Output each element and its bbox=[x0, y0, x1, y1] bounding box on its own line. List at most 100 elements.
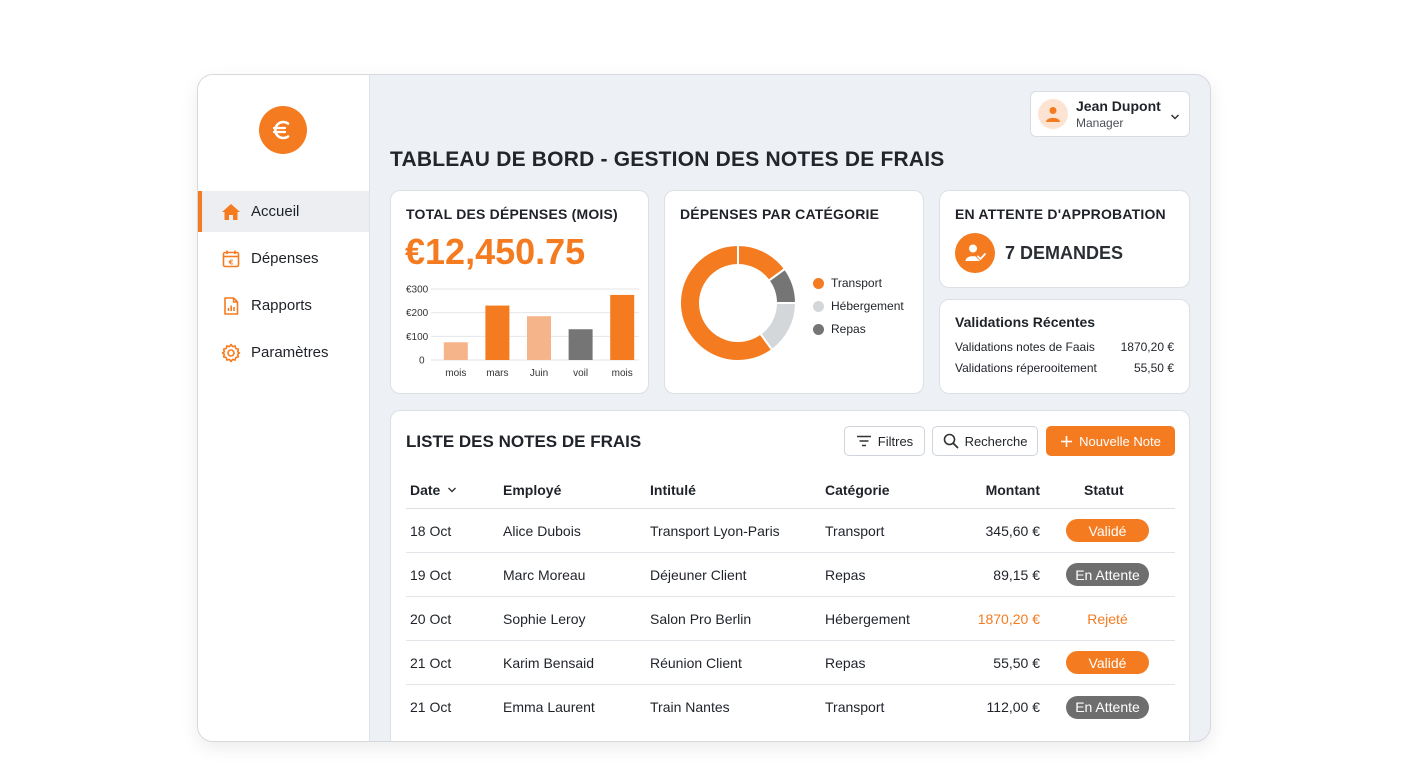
user-menu[interactable]: Jean Dupont Manager bbox=[1030, 91, 1190, 137]
y-tick-label: €200 bbox=[406, 308, 429, 319]
legend-dot bbox=[813, 300, 824, 312]
sidebar-item-label: Paramètres bbox=[251, 344, 329, 361]
cell-status: Validé bbox=[1040, 651, 1175, 674]
total-value: €12,450.75 bbox=[405, 231, 586, 272]
cell-date: 18 Oct bbox=[410, 522, 452, 539]
table-row[interactable]: 21 Oct Karim Bensaid Réunion Client Repas 55… bbox=[406, 641, 1175, 685]
cell-status: En Attente bbox=[1040, 695, 1175, 719]
cell-title: Train Nantes bbox=[650, 699, 730, 715]
user-role: Manager bbox=[1076, 116, 1124, 130]
cell-category: Transport bbox=[825, 699, 885, 715]
user-name: Jean Dupont bbox=[1076, 98, 1161, 114]
col-header-title[interactable]: Intitulé bbox=[650, 481, 696, 498]
recent-row-amount: 55,50 € bbox=[1133, 361, 1174, 375]
sidebar-item-label: Dépenses bbox=[251, 250, 319, 267]
x-tick-label: voil bbox=[573, 368, 588, 379]
cell-amount: 89,15 € bbox=[993, 566, 1040, 583]
table-body: 18 Oct Alice Dubois Transport Lyon-Paris Tr… bbox=[406, 509, 1175, 729]
cell-date: 19 Oct bbox=[410, 566, 452, 583]
sidebar-item-depenses[interactable]: € Dépenses bbox=[198, 238, 369, 279]
gear-icon bbox=[220, 342, 242, 364]
status-badge: En Attente bbox=[1066, 563, 1149, 586]
chevron-down-icon bbox=[448, 487, 457, 492]
search-button[interactable]: Recherche bbox=[932, 426, 1038, 456]
cell-category: Transport bbox=[825, 522, 885, 539]
cell-employee: Karim Bensaid bbox=[503, 654, 595, 671]
table-row[interactable]: 21 Oct Emma Laurent Train Nantes Transport 1… bbox=[406, 685, 1175, 729]
main-content: Jean Dupont Manager TABLEAU DE BORD - GE… bbox=[370, 75, 1210, 741]
cell-title: Transport Lyon-Paris bbox=[650, 522, 780, 539]
cell-title: Déjeuner Client bbox=[650, 566, 747, 583]
col-header-amount[interactable]: Montant bbox=[985, 481, 1040, 498]
status-badge: Rejeté bbox=[1087, 610, 1128, 627]
sidebar-nav: Accueil € Dépenses Rapports bbox=[198, 191, 369, 379]
bar bbox=[568, 329, 593, 360]
status-badge: En Attente bbox=[1066, 695, 1149, 719]
report-icon bbox=[220, 295, 242, 317]
new-note-button-label: Nouvelle Note bbox=[1079, 433, 1161, 449]
col-header-employee[interactable]: Employé bbox=[503, 481, 562, 498]
new-note-button[interactable]: Nouvelle Note bbox=[1046, 426, 1175, 456]
total-expenses-card: TOTAL DES DÉPENSES (MOIS) €12,450.75 €30… bbox=[390, 190, 649, 394]
recent-row: Validations notes de Faais 1870,20 € bbox=[955, 340, 1174, 354]
card-title: EN ATTENTE D'APPROBATION bbox=[955, 206, 1166, 222]
cell-category: Hébergement bbox=[825, 610, 910, 627]
cell-status: Rejeté bbox=[1040, 607, 1175, 630]
user-avatar-icon bbox=[1038, 99, 1068, 129]
cell-amount: 345,60 € bbox=[985, 522, 1041, 539]
svg-text:€: € bbox=[228, 258, 234, 266]
filter-icon bbox=[856, 435, 871, 447]
table-row[interactable]: 20 Oct Sophie Leroy Salon Pro Berlin Héberg… bbox=[406, 597, 1175, 641]
sidebar-item-rapports[interactable]: Rapports bbox=[198, 285, 369, 326]
user-check-icon bbox=[955, 233, 995, 273]
sidebar-item-label: Rapports bbox=[251, 297, 312, 314]
cell-employee: Emma Laurent bbox=[503, 699, 595, 715]
cell-employee: Alice Dubois bbox=[503, 522, 581, 539]
x-tick-label: mois bbox=[445, 368, 466, 379]
sidebar-item-parametres[interactable]: Paramètres bbox=[198, 332, 369, 373]
x-tick-label: mars bbox=[486, 368, 508, 379]
legend-dot bbox=[813, 277, 824, 289]
col-header-date[interactable]: Date bbox=[406, 482, 503, 498]
status-badge: Validé bbox=[1066, 651, 1149, 674]
table-header: Date Employé Intitulé Catégorie Montant … bbox=[406, 471, 1175, 509]
cell-title: Réunion Client bbox=[650, 654, 742, 671]
bar bbox=[443, 342, 468, 360]
cell-date: 21 Oct bbox=[410, 699, 452, 715]
monthly-bar-chart: €300 €200 €100 0 mois mars Juin voil mois bbox=[406, 285, 639, 379]
filter-button[interactable]: Filtres bbox=[844, 426, 925, 456]
table-row[interactable]: 19 Oct Marc Moreau Déjeuner Client Repas 89,… bbox=[406, 553, 1175, 597]
cell-title: Salon Pro Berlin bbox=[650, 610, 752, 627]
pending-approval-card: EN ATTENTE D'APPROBATION 7 DEMANDES bbox=[939, 190, 1190, 288]
category-donut-chart bbox=[679, 243, 798, 362]
donut-slice bbox=[679, 243, 774, 362]
legend-label: Hébergement bbox=[831, 299, 904, 313]
legend-item-hebergement: Hébergement bbox=[813, 298, 904, 314]
sidebar-item-label: Accueil bbox=[251, 203, 300, 220]
legend-item-repas: Repas bbox=[813, 321, 904, 337]
chart-legend: Transport Hébergement Repas bbox=[813, 275, 904, 344]
table-row[interactable]: 18 Oct Alice Dubois Transport Lyon-Paris Tr… bbox=[406, 509, 1175, 553]
calendar-euro-icon: € bbox=[220, 248, 242, 270]
search-button-label: Recherche bbox=[964, 433, 1028, 449]
cell-amount: 55,50 € bbox=[993, 654, 1040, 671]
euro-icon bbox=[259, 106, 307, 154]
cell-category: Repas bbox=[825, 654, 866, 671]
cell-employee: Sophie Leroy bbox=[503, 610, 586, 627]
y-tick-label: 0 bbox=[419, 356, 425, 367]
cell-amount: 1870,20 € bbox=[977, 610, 1040, 627]
sidebar-item-accueil[interactable]: Accueil bbox=[198, 191, 369, 232]
list-title: LISTE DES NOTES DE FRAIS bbox=[406, 432, 642, 451]
card-title: Validations Récentes bbox=[955, 314, 1096, 330]
bar bbox=[485, 305, 510, 360]
home-icon bbox=[220, 201, 242, 223]
col-header-label: Date bbox=[410, 481, 441, 498]
col-header-category[interactable]: Catégorie bbox=[825, 481, 890, 498]
card-title: DÉPENSES PAR CATÉGORIE bbox=[680, 206, 880, 222]
pending-count: 7 DEMANDES bbox=[1005, 243, 1124, 263]
legend-label: Transport bbox=[831, 276, 882, 290]
expense-table: Date Employé Intitulé Catégorie Montant … bbox=[406, 471, 1175, 729]
legend-dot bbox=[813, 323, 824, 335]
col-header-status[interactable]: Statut bbox=[1084, 481, 1124, 498]
y-tick-label: €100 bbox=[406, 332, 429, 343]
